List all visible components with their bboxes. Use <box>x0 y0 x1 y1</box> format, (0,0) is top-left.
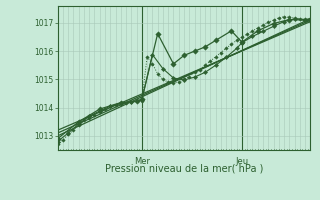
X-axis label: Pression niveau de la mer( hPa ): Pression niveau de la mer( hPa ) <box>105 164 263 174</box>
Text: Jeu: Jeu <box>236 157 249 166</box>
Text: Mer: Mer <box>134 157 150 166</box>
